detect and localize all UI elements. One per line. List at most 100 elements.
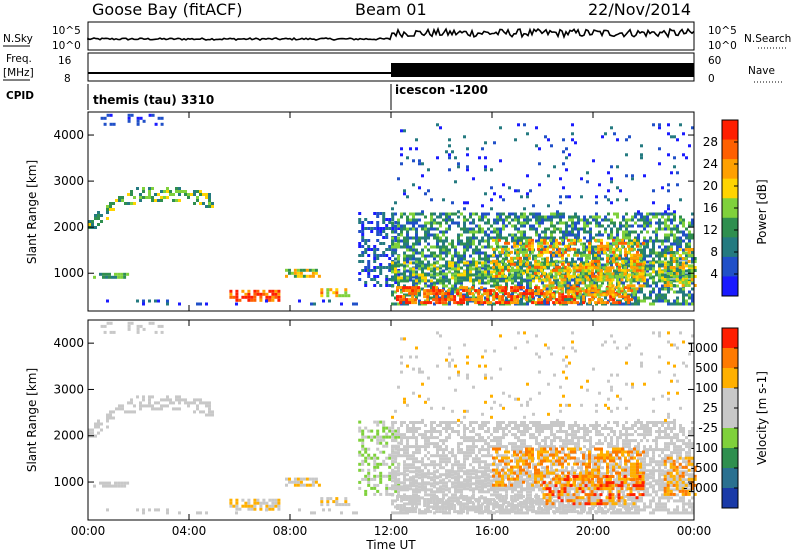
power-cell (551, 284, 555, 288)
power-cell (633, 265, 636, 269)
velocity-cell (472, 430, 475, 433)
power-cell (606, 259, 609, 263)
velocity-cell (385, 432, 389, 436)
power-cell (415, 138, 418, 142)
power-cell (514, 227, 517, 231)
power-cell (591, 286, 595, 290)
power-cell (468, 289, 472, 293)
power-cell (625, 276, 628, 280)
power-cell (652, 189, 655, 193)
velocity-cell (112, 416, 115, 420)
velocity-cell (114, 484, 117, 488)
power-cell (391, 215, 395, 218)
velocity-cell (397, 427, 400, 430)
power-cell (385, 275, 389, 278)
power-cell (604, 230, 607, 234)
power-cell (623, 272, 627, 276)
power-cell (480, 295, 484, 299)
power-cell (643, 221, 646, 225)
power-cell (526, 218, 529, 222)
power-cell (504, 274, 507, 278)
power-cell (624, 253, 627, 257)
power-cell (682, 239, 685, 243)
power-cell (311, 271, 315, 275)
power-cell (526, 257, 529, 261)
power-cell (418, 224, 421, 228)
power-cell (571, 278, 574, 282)
power-cell (525, 292, 529, 296)
power-cell (532, 272, 535, 276)
power-cell (439, 254, 442, 258)
velocity-cell (256, 501, 260, 505)
power-cell (580, 177, 583, 181)
power-cell (484, 281, 487, 285)
velocity-cell (478, 466, 481, 470)
power-cell (517, 215, 520, 219)
velocity-cell (493, 430, 496, 433)
velocity-cell (439, 466, 442, 470)
velocity-cell (463, 436, 466, 440)
power-cell (572, 284, 576, 288)
power-cell (597, 298, 601, 302)
power-cell (499, 218, 502, 222)
power-cell (608, 269, 612, 273)
power-cell (610, 165, 613, 169)
power-cell (588, 301, 592, 305)
power-cell (436, 254, 439, 258)
freq-tick-bottom: 8 (64, 73, 71, 85)
power-cell (652, 123, 655, 127)
power-cell (555, 241, 558, 245)
velocity-cell (391, 421, 394, 424)
power-cell (394, 273, 397, 277)
power-cell (670, 221, 673, 225)
power-cell (526, 248, 529, 252)
power-cell (391, 242, 394, 246)
power-cell (415, 270, 418, 274)
velocity-cell (111, 484, 114, 488)
power-cell (465, 286, 469, 290)
power-cell (517, 293, 520, 297)
velocity-cell (397, 441, 401, 445)
power-cell (382, 230, 386, 233)
power-cell (412, 248, 415, 252)
power-cell (438, 292, 442, 296)
velocity-cell (475, 460, 478, 464)
power-cell (549, 250, 552, 254)
power-cell (568, 153, 571, 157)
power-cell (493, 230, 496, 234)
velocity-cell (361, 447, 365, 451)
power-cell (591, 289, 595, 293)
velocity-cell (361, 462, 365, 466)
power-cell (633, 256, 636, 260)
velocity-cell (94, 425, 97, 429)
power-cell (528, 241, 531, 245)
velocity-cell (406, 424, 409, 427)
power-cell (553, 251, 556, 255)
power-cell (433, 212, 436, 216)
power-cell (598, 296, 601, 300)
power-cell (487, 242, 490, 246)
velocity-cell (379, 477, 383, 481)
velocity-cell (412, 451, 415, 455)
power-cell (373, 260, 377, 263)
power-cell (481, 281, 484, 285)
power-cell (529, 251, 532, 255)
power-cell (517, 248, 520, 252)
power-cell (406, 248, 409, 252)
power-cell (426, 295, 430, 299)
power-cell (445, 267, 448, 271)
power-cell (612, 241, 615, 245)
power-cell (466, 293, 469, 297)
power-cell (235, 302, 238, 306)
power-cell (540, 241, 543, 245)
power-cell (505, 299, 508, 303)
power-cell (175, 199, 178, 202)
power-cell (688, 221, 691, 225)
power-cell (638, 275, 642, 279)
power-cell (676, 245, 679, 249)
power-cell (592, 218, 595, 222)
velocity-cell (448, 427, 451, 430)
velocity-cell (358, 426, 362, 430)
power-cell (457, 264, 460, 268)
power-cell (445, 239, 448, 243)
